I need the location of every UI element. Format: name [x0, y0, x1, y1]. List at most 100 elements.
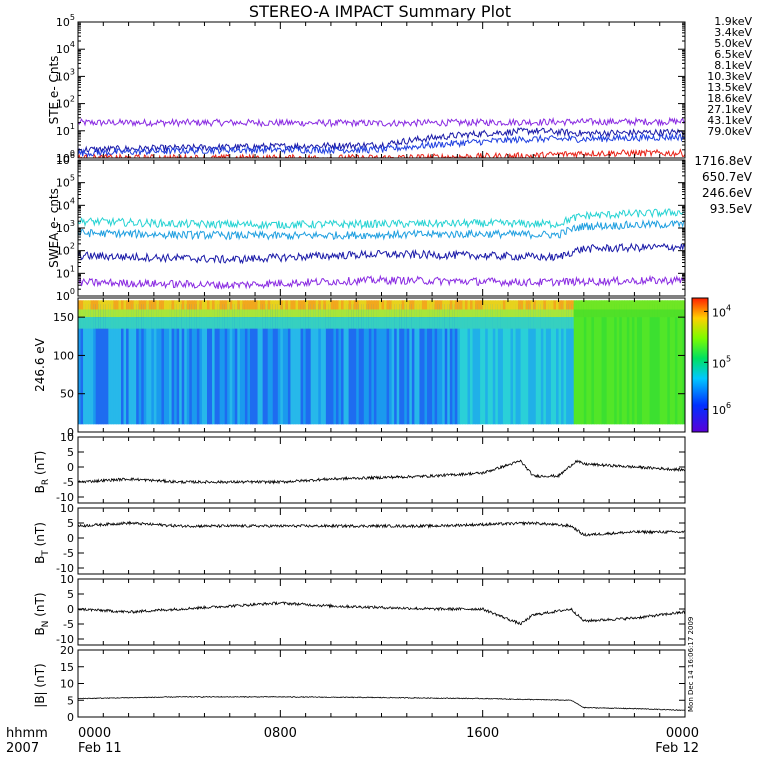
pad-top-band — [467, 300, 471, 310]
pad-top-band — [126, 300, 130, 310]
pad-band — [401, 309, 405, 318]
pad-band — [136, 309, 140, 318]
pad-band — [199, 317, 203, 329]
pad-band — [424, 317, 428, 329]
pad-column — [654, 304, 658, 425]
pad-column — [477, 304, 481, 425]
pad-band — [217, 317, 221, 329]
pad-top-band — [148, 300, 152, 310]
pad-band — [118, 309, 122, 318]
pad-top-band — [267, 300, 271, 310]
pad-top-band — [515, 300, 519, 310]
pad-band — [252, 317, 256, 329]
pad-column — [247, 304, 251, 425]
pad-band — [181, 317, 185, 329]
pad-band — [93, 317, 97, 329]
pad-top-band — [530, 300, 534, 310]
pad-band — [358, 309, 362, 318]
pad-band — [335, 309, 340, 318]
pad-band — [561, 309, 565, 318]
pad-top-band — [563, 300, 567, 310]
pad-band — [308, 317, 312, 329]
pad-band — [298, 309, 302, 318]
pad-top-band — [163, 300, 168, 310]
pad-band — [424, 309, 428, 318]
pad-band — [88, 309, 92, 318]
pad-top-band — [214, 300, 218, 310]
pad-column — [470, 304, 474, 425]
pad-band — [176, 317, 180, 329]
pad-column — [588, 304, 593, 425]
pad-band — [184, 309, 188, 318]
pad-band — [275, 309, 279, 318]
pad-top-band — [234, 300, 238, 310]
pad-band — [285, 317, 289, 329]
pad-top-band — [189, 300, 193, 310]
pad-column — [523, 304, 527, 425]
pad-band — [616, 309, 620, 318]
pad-band — [520, 317, 524, 329]
pad-column — [163, 304, 168, 425]
y-tick-label: 15 — [60, 661, 74, 674]
pad-band — [363, 309, 367, 318]
pad-band — [381, 317, 385, 329]
pad-column — [566, 304, 570, 425]
pad-column — [462, 304, 466, 425]
pad-column — [525, 304, 529, 425]
pad-band — [432, 317, 436, 329]
pad-band — [391, 309, 395, 318]
pad-band — [487, 309, 491, 318]
pad-top-band — [305, 300, 309, 310]
field-line — [77, 459, 685, 485]
pad-band — [189, 309, 193, 318]
y-tick-label: -5 — [63, 618, 74, 631]
pad-band — [85, 309, 89, 318]
pad-column — [341, 304, 345, 425]
pad-top-band — [568, 300, 572, 310]
pad-top-band — [90, 300, 94, 310]
pad-band — [563, 317, 567, 329]
pad-top-band — [113, 300, 117, 310]
pad-column — [209, 304, 213, 425]
pad-band — [277, 309, 281, 318]
pad-column — [335, 304, 340, 425]
pad-column — [110, 304, 115, 425]
pad-band — [252, 309, 256, 318]
pad-top-band — [611, 300, 615, 310]
pad-band — [682, 309, 685, 318]
pad-band — [78, 309, 82, 318]
pad-band — [500, 317, 504, 329]
pad-band — [588, 309, 593, 318]
pad-band — [669, 309, 673, 318]
pad-column — [287, 304, 292, 425]
pad-top-band — [333, 300, 337, 310]
pad-top-band — [419, 300, 423, 310]
pad-top-band — [224, 300, 228, 310]
series-line — [78, 219, 685, 241]
pad-column — [543, 304, 547, 425]
pad-column — [472, 304, 476, 425]
pad-column — [133, 304, 137, 425]
y-tick-label: -10 — [56, 491, 74, 504]
pad-band — [366, 317, 370, 329]
pad-column — [457, 304, 461, 425]
pad-top-band — [356, 300, 360, 310]
legend-item: 5.0keV — [714, 37, 752, 50]
pad-column — [161, 304, 165, 425]
pad-column — [439, 304, 443, 425]
pad-band — [507, 317, 512, 329]
pad-top-band — [495, 300, 499, 310]
pad-column — [95, 304, 99, 425]
pad-top-band — [626, 300, 630, 310]
pad-top-band — [492, 300, 496, 310]
pad-column — [262, 304, 266, 425]
pad-band — [528, 317, 532, 329]
pad-top-band — [548, 300, 552, 310]
pad-band — [530, 317, 534, 329]
pad-band — [389, 317, 393, 329]
pad-column — [621, 304, 625, 425]
pad-column — [452, 304, 456, 425]
pad-band — [459, 309, 464, 318]
pad-top-band — [619, 300, 623, 310]
pad-band — [518, 309, 522, 318]
